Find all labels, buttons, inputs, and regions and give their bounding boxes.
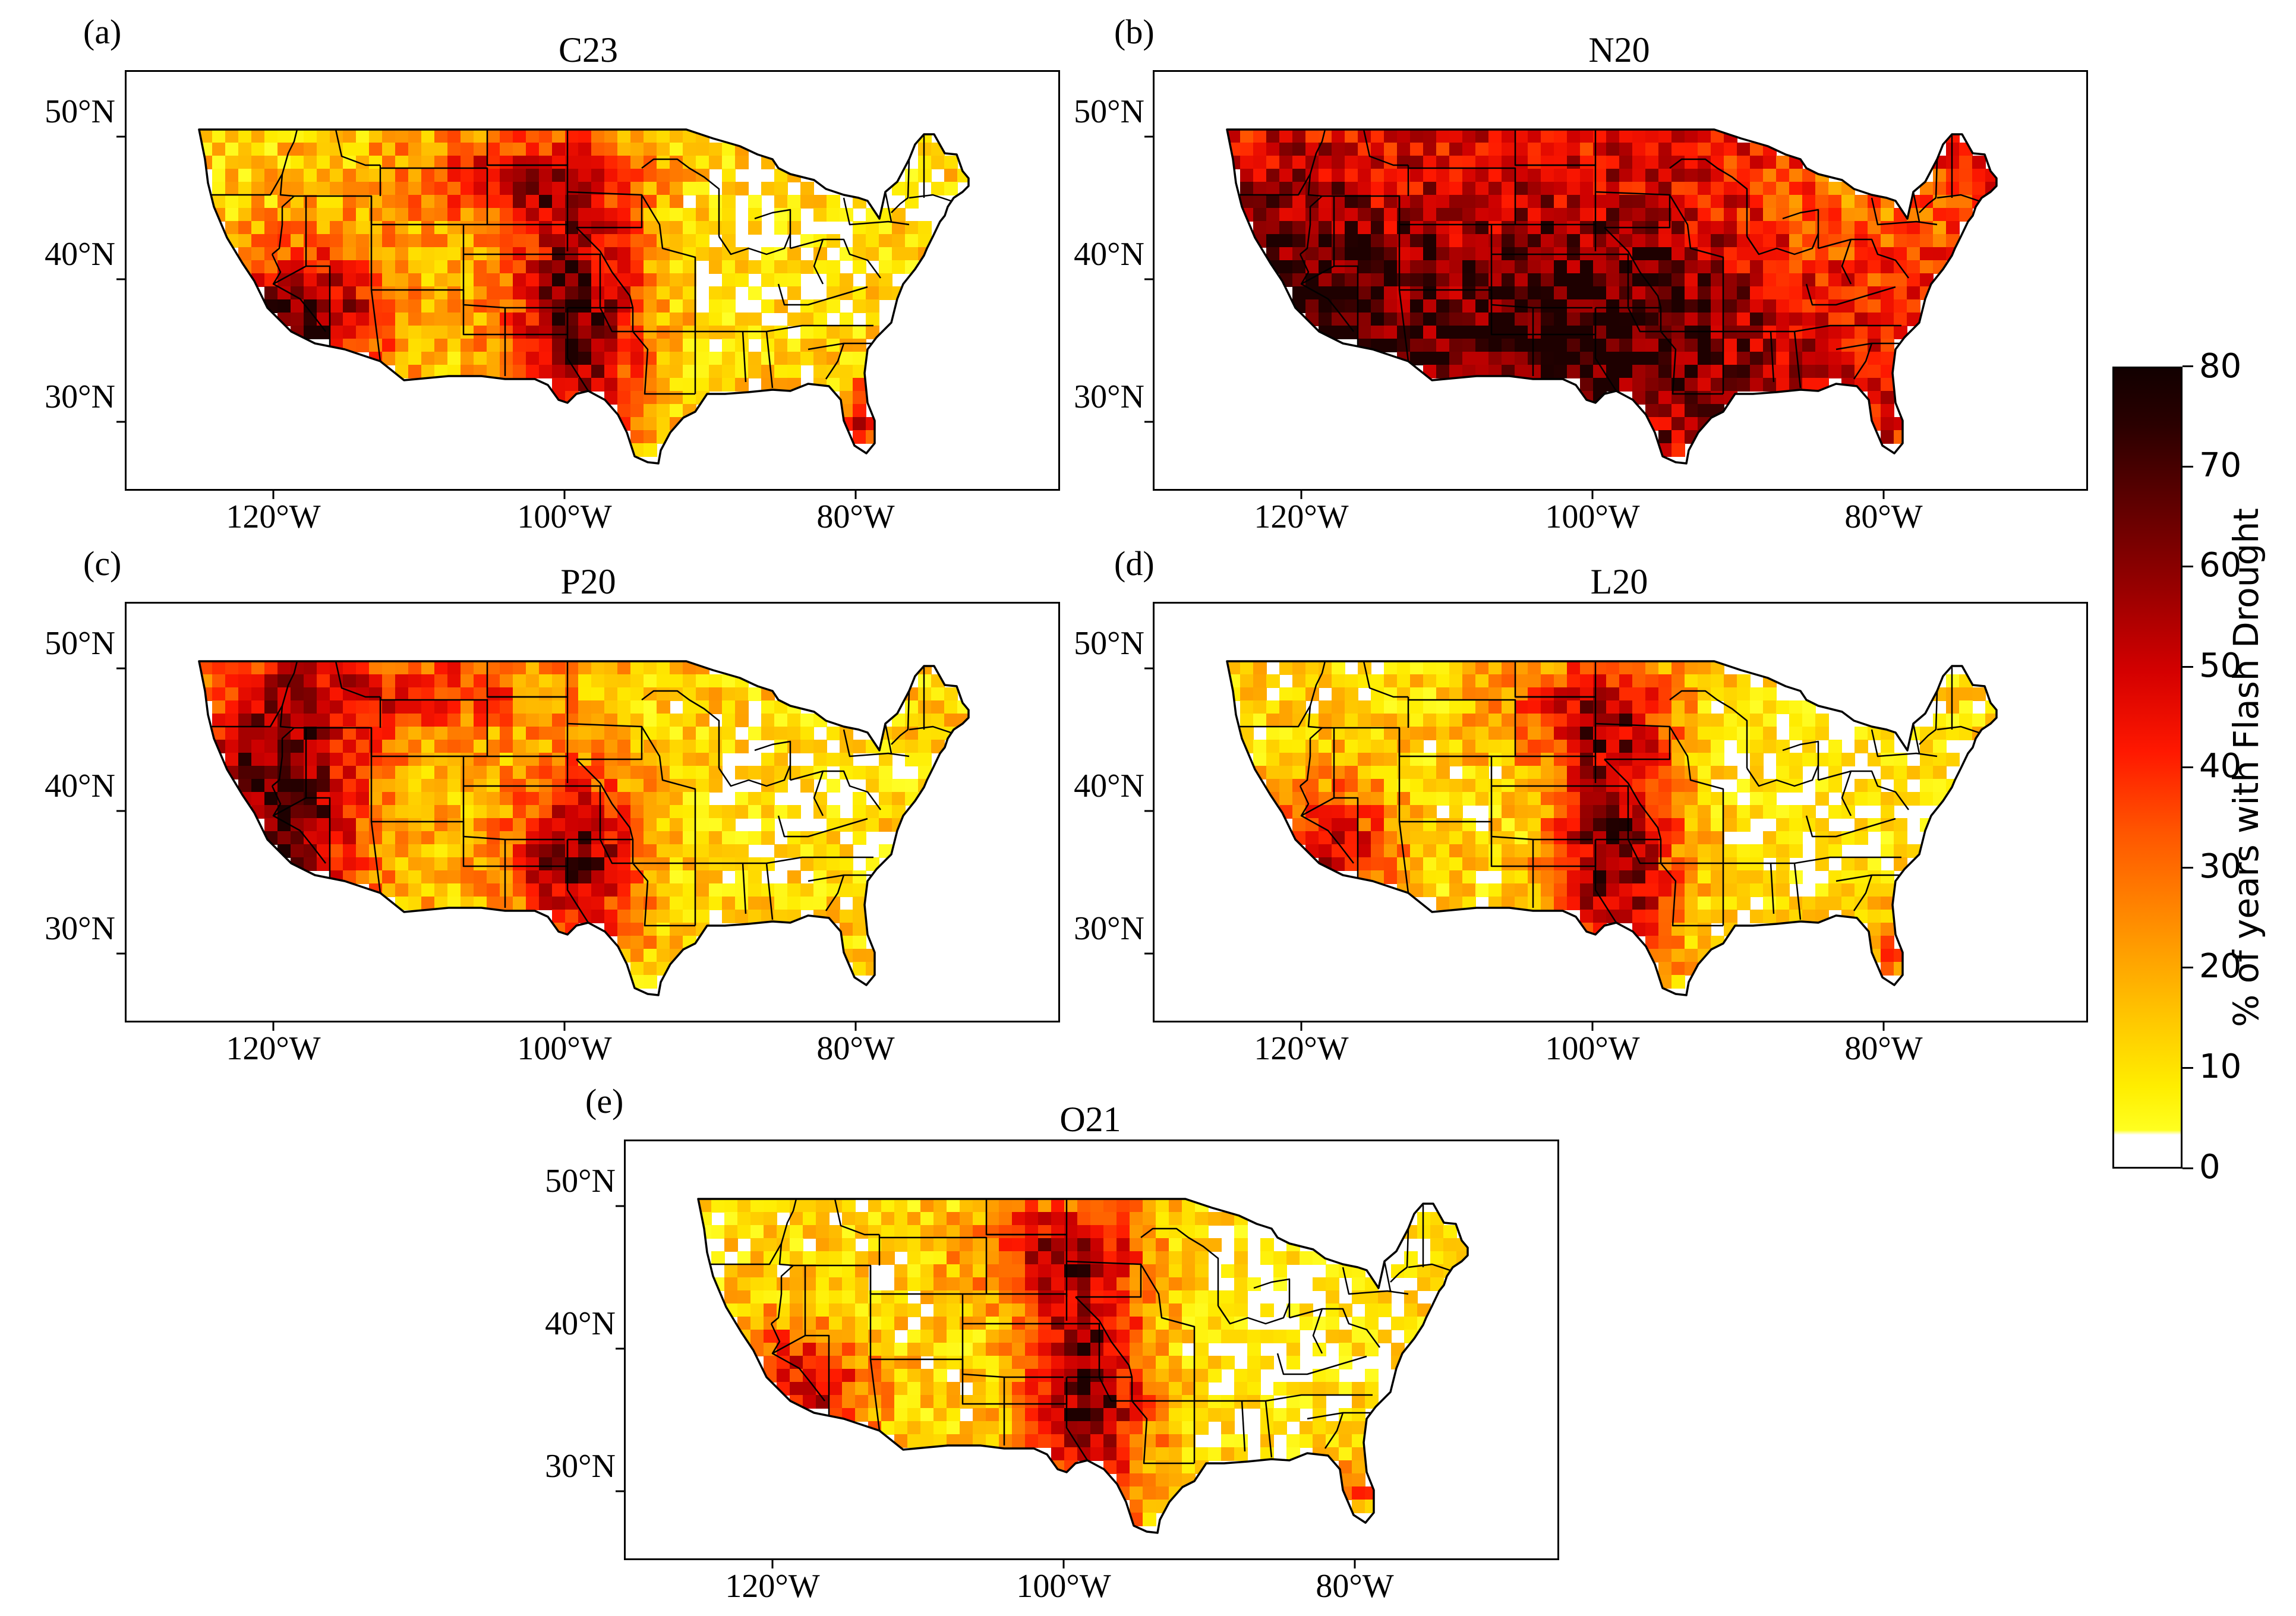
panel-letter-d: (d) bbox=[1114, 544, 1155, 583]
lon-label-120w: 120°W bbox=[725, 1568, 820, 1605]
lon-label-100w: 100°W bbox=[1545, 1030, 1640, 1067]
map-frame bbox=[1153, 602, 2088, 1022]
state-borders bbox=[208, 661, 951, 927]
state-borders bbox=[707, 1199, 1450, 1464]
lon-label-100w: 100°W bbox=[1545, 498, 1640, 535]
lon-label-100w: 100°W bbox=[517, 498, 612, 535]
lat-label-50n: 50°N bbox=[1074, 93, 1144, 130]
colorbar-tick-label-60: 60 bbox=[2199, 546, 2242, 585]
colorbar-label: % of years with Flash Drought bbox=[2226, 508, 2266, 1027]
lon-label-120w: 120°W bbox=[1254, 1030, 1349, 1067]
colorbar-tick bbox=[2183, 666, 2193, 668]
map-o21 bbox=[616, 1140, 1559, 1568]
lat-label-30n: 30°N bbox=[45, 378, 115, 415]
lat-label-50n: 50°N bbox=[1074, 625, 1144, 662]
lon-label-120w: 120°W bbox=[1254, 498, 1349, 535]
colorbar-gradient bbox=[2112, 367, 2183, 1169]
colorbar-tick bbox=[2183, 1167, 2193, 1169]
lat-label-50n: 50°N bbox=[45, 93, 115, 130]
state-borders bbox=[208, 130, 951, 395]
panel-title-c23: C23 bbox=[558, 30, 619, 70]
colorbar-tick bbox=[2183, 365, 2193, 367]
lat-label-30n: 30°N bbox=[1074, 378, 1144, 415]
lon-label-80w: 80°W bbox=[816, 498, 895, 535]
map-n20 bbox=[1144, 70, 2088, 499]
panel-title-p20: P20 bbox=[560, 562, 616, 601]
map-panel-c23 bbox=[116, 70, 1060, 499]
map-panel-n20 bbox=[1144, 70, 2088, 499]
lat-label-40n: 40°N bbox=[45, 236, 115, 273]
us-outline bbox=[1226, 660, 1998, 996]
lon-label-80w: 80°W bbox=[1844, 1030, 1923, 1067]
panel-title-o21: O21 bbox=[1059, 1100, 1121, 1139]
map-frame bbox=[125, 70, 1060, 491]
lat-label-40n: 40°N bbox=[1074, 768, 1144, 804]
lon-label-100w: 100°W bbox=[517, 1030, 612, 1067]
colorbar-tick bbox=[2183, 967, 2193, 968]
lon-label-80w: 80°W bbox=[816, 1030, 895, 1067]
lat-label-30n: 30°N bbox=[45, 910, 115, 947]
colorbar-tick-label-80: 80 bbox=[2199, 347, 2242, 386]
panel-letter-b: (b) bbox=[1114, 12, 1155, 51]
map-frame bbox=[1153, 70, 2088, 491]
lat-label-30n: 30°N bbox=[1074, 910, 1144, 947]
colorbar: 0 10 20 30 40 50 60 70 80 bbox=[2112, 350, 2241, 1184]
lat-label-50n: 50°N bbox=[545, 1163, 616, 1200]
lat-label-30n: 30°N bbox=[545, 1448, 616, 1485]
lat-label-50n: 50°N bbox=[45, 625, 115, 662]
us-outline bbox=[198, 128, 970, 465]
map-panel-l20 bbox=[1144, 602, 2088, 1031]
map-panel-o21 bbox=[616, 1140, 1559, 1568]
lon-label-80w: 80°W bbox=[1844, 498, 1923, 535]
panel-letter-a: (a) bbox=[83, 12, 122, 51]
colorbar-tick-label-0: 0 bbox=[2199, 1148, 2221, 1186]
colorbar-tick-label-10: 10 bbox=[2199, 1047, 2242, 1086]
map-frame bbox=[624, 1140, 1559, 1560]
colorbar-tick bbox=[2183, 1067, 2193, 1069]
us-outline bbox=[198, 660, 970, 996]
colorbar-tick bbox=[2183, 466, 2193, 468]
map-grid-cells bbox=[698, 1199, 1468, 1526]
map-c23 bbox=[116, 70, 1060, 499]
map-p20 bbox=[116, 602, 1060, 1031]
lat-label-40n: 40°N bbox=[45, 768, 115, 804]
lon-label-100w: 100°W bbox=[1016, 1568, 1111, 1605]
panel-letter-c: (c) bbox=[83, 544, 122, 583]
us-outline bbox=[697, 1198, 1469, 1534]
colorbar-tick bbox=[2183, 867, 2193, 869]
map-grid-cells bbox=[199, 130, 969, 457]
lon-label-120w: 120°W bbox=[226, 498, 321, 535]
colorbar-tick bbox=[2183, 766, 2193, 768]
map-grid-cells bbox=[1227, 661, 1997, 989]
map-frame bbox=[125, 602, 1060, 1022]
lon-label-120w: 120°W bbox=[226, 1030, 321, 1067]
colorbar-tick-label-50: 50 bbox=[2199, 646, 2242, 685]
colorbar-tick-label-20: 20 bbox=[2199, 947, 2242, 986]
state-borders bbox=[1236, 130, 1979, 395]
lon-label-80w: 80°W bbox=[1316, 1568, 1394, 1605]
map-l20 bbox=[1144, 602, 2088, 1031]
colorbar-tick bbox=[2183, 566, 2193, 567]
us-outline bbox=[1226, 128, 1998, 465]
panel-letter-e: (e) bbox=[585, 1082, 624, 1121]
map-grid-cells bbox=[1227, 130, 1997, 457]
map-grid-cells bbox=[199, 661, 969, 989]
panel-title-n20: N20 bbox=[1588, 30, 1650, 70]
colorbar-tick-label-40: 40 bbox=[2199, 747, 2242, 785]
lat-label-40n: 40°N bbox=[1074, 236, 1144, 273]
lat-label-40n: 40°N bbox=[545, 1305, 616, 1342]
colorbar-tick-label-30: 30 bbox=[2199, 847, 2242, 886]
state-borders bbox=[1236, 661, 1979, 927]
map-panel-p20 bbox=[116, 602, 1060, 1031]
colorbar-tick-label-70: 70 bbox=[2199, 446, 2242, 485]
panel-title-l20: L20 bbox=[1590, 562, 1648, 601]
